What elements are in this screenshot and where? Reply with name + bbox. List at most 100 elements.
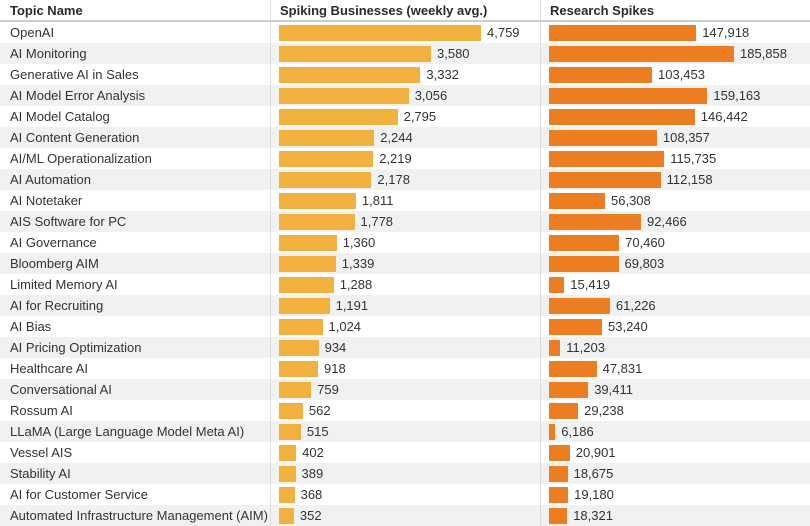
spiking-businesses-value: 2,219: [379, 151, 412, 166]
table-row[interactable]: Conversational AI 759 39,411: [0, 379, 810, 400]
table-row[interactable]: Limited Memory AI 1,288 15,419: [0, 274, 810, 295]
table-row[interactable]: Vessel AIS 402 20,901: [0, 442, 810, 463]
research-spikes-cell: 39,411: [540, 379, 810, 400]
spiking-businesses-value: 1,360: [342, 235, 376, 250]
topic-label: Limited Memory AI: [10, 277, 118, 292]
spiking-businesses-cell: 562: [270, 400, 540, 421]
spiking-businesses-value: 759: [317, 382, 339, 397]
table-row[interactable]: AI Notetaker 1,811 56,308: [0, 190, 810, 211]
research-spikes-cell: 69,803: [540, 253, 810, 274]
table-row[interactable]: AI Monitoring 3,580 185,858: [0, 43, 810, 64]
spiking-businesses-cell: 3,580: [270, 43, 540, 64]
table-row[interactable]: AI Model Error Analysis 3,056 159,163: [0, 85, 810, 106]
table-row[interactable]: AI/ML Operationalization 2,219 115,735: [0, 148, 810, 169]
research-spikes-bar: [549, 255, 619, 272]
spiking-businesses-value: 3,056: [414, 88, 448, 103]
spiking-businesses-bar: [279, 339, 319, 356]
research-spikes-value: 147,918: [702, 25, 750, 40]
research-spikes-bar: [549, 192, 605, 209]
research-spikes-value: 18,675: [573, 466, 614, 481]
table-row[interactable]: Bloomberg AIM 1,339 69,803: [0, 253, 810, 274]
spiking-businesses-cell: 2,219: [270, 148, 540, 169]
research-spikes-value: 70,460: [625, 235, 665, 250]
research-spikes-cell: 6,186: [540, 421, 810, 442]
research-spikes-value: 115,735: [670, 151, 717, 166]
research-spikes-value: 159,163: [713, 88, 761, 103]
research-spikes-bar: [549, 171, 661, 188]
spiking-businesses-cell: 1,024: [270, 316, 540, 337]
research-spikes-bar: [549, 234, 620, 251]
table-row[interactable]: Healthcare AI 918 47,831: [0, 358, 810, 379]
research-spikes-cell: 112,158: [540, 169, 810, 190]
spiking-businesses-bar: [279, 87, 409, 104]
spiking-businesses-value: 402: [302, 445, 324, 460]
research-spikes-bar: [549, 465, 568, 482]
spiking-businesses-bar: [279, 444, 297, 461]
research-spikes-bar: [549, 87, 708, 104]
research-spikes-value: 19,180: [574, 487, 614, 502]
spiking-businesses-value: 4,759: [487, 25, 520, 40]
research-spikes-value: 146,442: [700, 109, 748, 124]
spiking-businesses-value: 1,024: [328, 319, 362, 334]
table-row[interactable]: Stability AI 389 18,675: [0, 463, 810, 484]
spiking-businesses-bar: [279, 318, 323, 335]
column-header-topic-name[interactable]: Topic Name: [10, 2, 83, 18]
table-row[interactable]: AI Automation 2,178 112,158: [0, 169, 810, 190]
research-spikes-value: 69,803: [624, 256, 665, 271]
topic-label: AI Bias: [10, 319, 52, 334]
spiking-businesses-bar: [279, 171, 372, 188]
spiking-businesses-value: 562: [308, 403, 331, 418]
research-spikes-value: 11,203: [566, 340, 605, 355]
table-row[interactable]: AI for Customer Service 368 19,180: [0, 484, 810, 505]
table-row[interactable]: AI Content Generation 2,244 108,357: [0, 127, 810, 148]
research-spikes-value: 15,419: [570, 277, 611, 292]
table-row[interactable]: AI Pricing Optimization 934 11,203: [0, 337, 810, 358]
spiking-businesses-bar: [279, 276, 334, 293]
research-spikes-bar: [549, 360, 597, 377]
research-spikes-cell: 159,163: [540, 85, 810, 106]
table-row[interactable]: Automated Infrastructure Management (AIM…: [0, 505, 810, 526]
spiking-businesses-bar: [279, 381, 312, 398]
table-row[interactable]: Generative AI in Sales 3,332 103,453: [0, 64, 810, 85]
column-header-spiking-businesses[interactable]: Spiking Businesses (weekly avg.): [270, 0, 540, 20]
research-spikes-cell: 185,858: [540, 43, 810, 64]
spiking-businesses-bar: [279, 129, 375, 146]
table-row[interactable]: LLaMA (Large Language Model Meta AI) 515 6…: [0, 421, 810, 442]
table-row[interactable]: AI for Recruiting 1,191 61,226: [0, 295, 810, 316]
spiking-businesses-bar: [279, 213, 355, 230]
spiking-businesses-value: 2,178: [377, 172, 410, 187]
research-spikes-value: 18,321: [573, 508, 613, 523]
table-row[interactable]: Rossum AI 562 29,238: [0, 400, 810, 421]
spiking-businesses-value: 368: [300, 487, 323, 502]
topic-label: AI Automation: [10, 172, 91, 187]
research-spikes-cell: 47,831: [540, 358, 810, 379]
topic-label: AI Notetaker: [10, 193, 83, 208]
spiking-businesses-value: 389: [301, 466, 324, 481]
research-spikes-bar: [549, 318, 602, 335]
table-row[interactable]: AI Governance 1,360 70,460: [0, 232, 810, 253]
spiking-businesses-cell: 1,811: [270, 190, 540, 211]
spiking-businesses-bar: [279, 150, 374, 167]
topic-label: AI Content Generation: [10, 130, 140, 145]
topic-label: Generative AI in Sales: [10, 67, 139, 82]
topic-label: AI/ML Operationalization: [10, 151, 152, 166]
spiking-businesses-value: 3,332: [426, 67, 459, 82]
spiking-businesses-bar: [279, 45, 431, 62]
topic-label: Automated Infrastructure Management (AIM…: [10, 508, 268, 523]
topic-label: AI for Recruiting: [10, 298, 104, 313]
research-spikes-bar: [549, 444, 570, 461]
column-header-research-spikes[interactable]: Research Spikes: [540, 0, 810, 20]
table-row[interactable]: AIS Software for PC 1,778 92,466: [0, 211, 810, 232]
table-row[interactable]: AI Bias 1,024 53,240: [0, 316, 810, 337]
research-spikes-value: 61,226: [615, 298, 656, 313]
spiking-businesses-value: 918: [324, 361, 346, 376]
spiking-businesses-bar: [279, 423, 301, 440]
research-spikes-cell: 92,466: [540, 211, 810, 232]
research-spikes-cell: 147,918: [540, 22, 810, 43]
table-row[interactable]: OpenAI 4,759 147,918: [0, 22, 810, 43]
spiking-businesses-bar: [279, 234, 337, 251]
table-row[interactable]: AI Model Catalog 2,795 146,442: [0, 106, 810, 127]
research-spikes-bar: [549, 486, 569, 503]
spiking-businesses-bar: [279, 465, 296, 482]
